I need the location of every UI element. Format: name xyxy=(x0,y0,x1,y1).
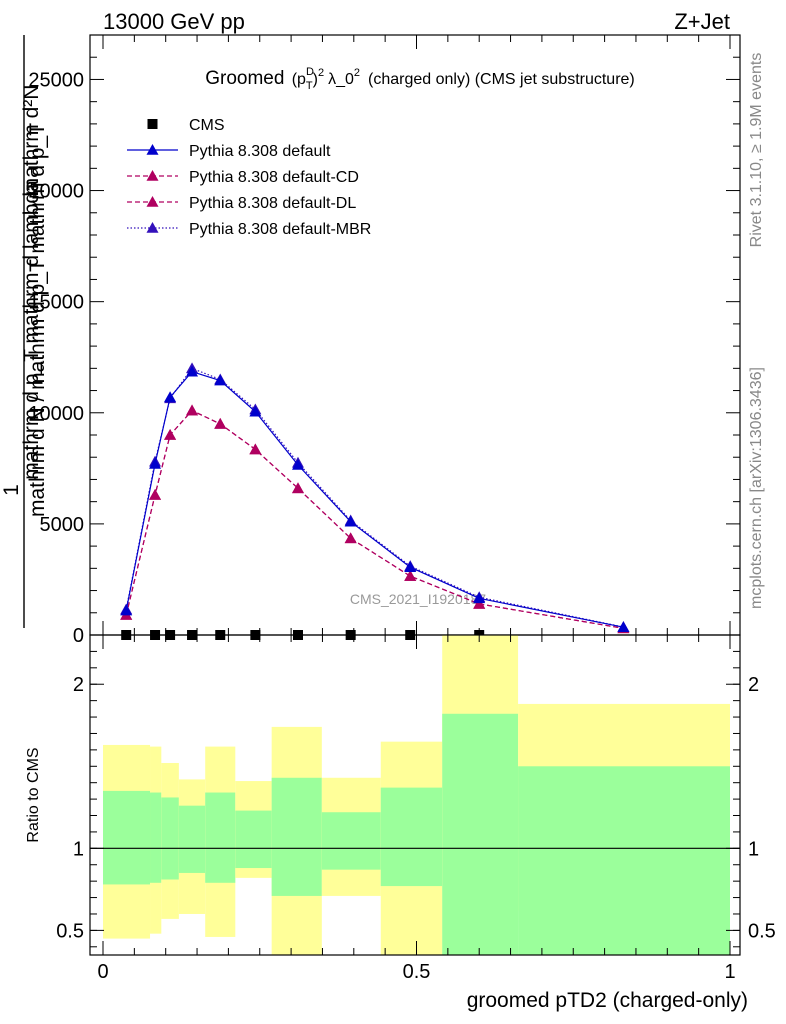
legend-label: CMS xyxy=(189,117,225,134)
data-point xyxy=(164,391,177,403)
ratio-band-inner xyxy=(178,805,206,873)
ratio-band-inner xyxy=(103,790,151,885)
ratio-band-inner xyxy=(271,777,322,896)
data-point xyxy=(404,561,417,573)
data-point xyxy=(186,404,199,416)
ratio-plot: 0.5 0.5 1 1 2 2 0 0.5 1 Ratio to CMS groomed pTD… xyxy=(25,634,776,1012)
data-point xyxy=(344,515,357,527)
x-tick-label: 0.5 xyxy=(403,961,431,983)
ratio-y-tick-label-right: 2 xyxy=(748,674,759,696)
data-point xyxy=(291,459,304,470)
svg-text:mathrm d²N: mathrm d²N xyxy=(20,85,43,196)
main-plot: CMS_2021_I1920187 0 5000 10000 15000 20000 25… xyxy=(0,34,741,647)
legend-label: Pythia 8.308 default-DL xyxy=(189,195,356,212)
main-y-label: mathrm d²N mathrm d p_T mathrm d lambda … xyxy=(0,35,49,628)
legend-marker xyxy=(146,196,159,207)
header-right: Z+Jet xyxy=(674,9,730,34)
ratio-y-tick-label: 2 xyxy=(73,674,84,696)
ratio-y-tick-label-right: 0.5 xyxy=(748,920,776,942)
ratio-band-inner xyxy=(321,812,381,870)
watermark: CMS_2021_I1920187 xyxy=(350,591,486,607)
series-default-dl xyxy=(120,404,630,634)
plot-title: Groomed (pD T)2 λ_02 (charged only) (CMS je… xyxy=(205,66,635,92)
svg-text:1: 1 xyxy=(0,484,23,496)
x-axis-label: groomed pTD2 (charged-only) xyxy=(467,989,748,1012)
ratio-band-inner xyxy=(161,797,179,880)
series-default xyxy=(120,365,630,633)
x-tick-label: 0 xyxy=(97,961,108,983)
y-tick-label: 0 xyxy=(73,625,84,647)
ratio-band-inner xyxy=(380,787,443,887)
data-point xyxy=(149,489,162,500)
legend-entry-cms: CMS xyxy=(147,117,225,134)
legend-entry-default-mbr: Pythia 8.308 default-MBR xyxy=(127,221,371,238)
data-point xyxy=(473,597,486,609)
svg-text:mathrm d p_T mathrm d lambda: mathrm d p_T mathrm d lambda xyxy=(20,180,43,480)
ratio-band-inner xyxy=(518,766,730,955)
data-point xyxy=(404,570,417,581)
data-point xyxy=(186,365,199,377)
data-point xyxy=(249,405,262,417)
mcplots-label: mcplots.cern.ch [arXiv:1306.3436] xyxy=(748,367,765,609)
ratio-band-inner xyxy=(442,713,519,955)
y-tick-label: 5000 xyxy=(40,514,85,536)
ratio-band-inner xyxy=(205,792,236,883)
data-point xyxy=(120,604,133,616)
legend-marker xyxy=(146,144,159,155)
ratio-plot-frame xyxy=(89,634,741,956)
y-tick-label: 10000 xyxy=(28,403,84,425)
x-tick-label: 1 xyxy=(724,961,735,983)
data-point xyxy=(291,482,304,494)
ratio-band-inner xyxy=(235,810,272,869)
ratio-y-tick-label-right: 1 xyxy=(748,838,759,860)
data-point xyxy=(214,374,227,386)
legend-entry-default-cd: Pythia 8.308 default-CD xyxy=(127,169,359,186)
data-point xyxy=(344,532,357,544)
rivet-label: Rivet 3.1.10, ≥ 1.9M events xyxy=(748,53,765,248)
legend-entry-default: Pythia 8.308 default xyxy=(127,143,331,160)
legend-label: Pythia 8.308 default-MBR xyxy=(189,221,371,238)
data-point xyxy=(473,592,486,604)
y-tick-label: 25000 xyxy=(28,69,84,91)
legend-marker xyxy=(146,222,159,233)
legend-label: Pythia 8.308 default-CD xyxy=(189,169,359,186)
ratio-band-inner xyxy=(150,792,162,883)
data-point xyxy=(617,621,630,633)
legend-marker xyxy=(146,170,159,181)
legend-marker xyxy=(147,119,158,129)
data-point xyxy=(249,443,262,455)
y-tick-label: 20000 xyxy=(28,181,84,203)
ratio-y-label: Ratio to CMS xyxy=(25,747,42,842)
data-point xyxy=(214,417,227,429)
legend-entry-default-dl: Pythia 8.308 default-DL xyxy=(127,195,356,212)
data-point xyxy=(164,429,177,440)
svg-text:mathrm d N / mathrm d p_T math: mathrm d N / mathrm d p_T mathrm d p_T xyxy=(26,123,49,517)
data-point xyxy=(149,457,162,469)
legend: CMS Pythia 8.308 default Pythia 8.308 defa… xyxy=(127,117,371,238)
ratio-y-tick-label: 1 xyxy=(73,838,84,860)
legend-label: Pythia 8.308 default xyxy=(189,143,331,160)
ratio-y-tick-label: 0.5 xyxy=(56,920,84,942)
y-tick-label: 15000 xyxy=(28,292,84,314)
header-left: 13000 GeV pp xyxy=(103,9,245,34)
